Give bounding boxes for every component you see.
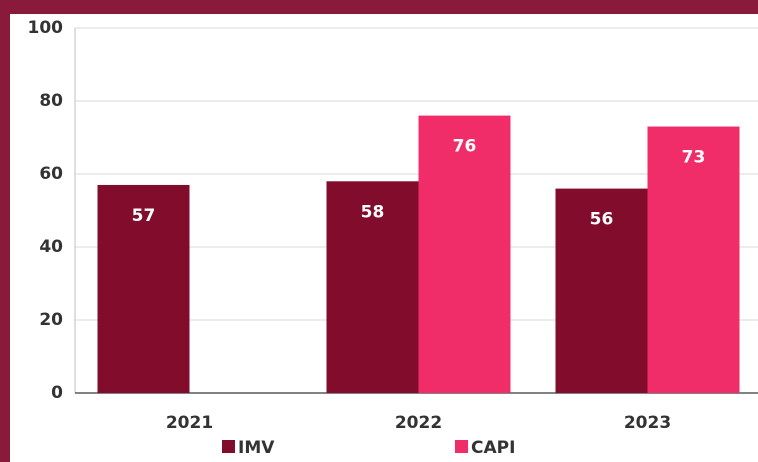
bar: [647, 126, 740, 394]
bar: [555, 188, 648, 393]
data-label: 58: [361, 202, 385, 222]
bar: [326, 181, 419, 393]
data-label: 57: [132, 206, 156, 226]
legend-swatch: [455, 440, 468, 453]
y-tick-label: 80: [39, 91, 63, 111]
y-tick-label: 40: [39, 237, 63, 257]
y-tick-label: 60: [39, 164, 63, 184]
x-tick-label: 2021: [166, 413, 213, 433]
legend-label: IMV: [238, 438, 275, 458]
y-tick-label: 100: [28, 18, 64, 38]
data-label: 56: [590, 210, 614, 230]
bar: [418, 115, 511, 393]
x-tick-label: 2023: [624, 413, 671, 433]
y-tick-label: 0: [51, 383, 63, 403]
x-tick-label: 2022: [395, 413, 442, 433]
data-label: 73: [682, 148, 706, 168]
bar: [97, 184, 190, 393]
legend-label: CAPI: [471, 438, 515, 458]
legend-swatch: [222, 440, 235, 453]
data-label: 76: [453, 137, 477, 157]
y-tick-label: 20: [39, 310, 63, 330]
